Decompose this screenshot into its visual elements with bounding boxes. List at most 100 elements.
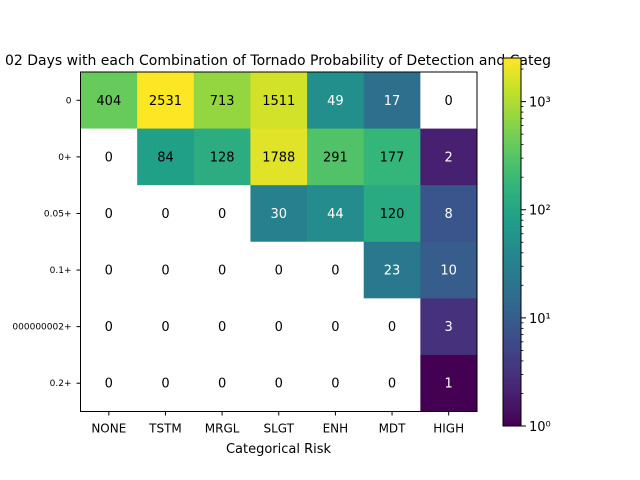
heatmap-cell bbox=[137, 354, 195, 412]
x-tick-label: TSTM bbox=[148, 422, 182, 436]
x-tick-label: SLGT bbox=[263, 422, 294, 436]
heatmap-cell bbox=[137, 298, 195, 356]
x-axis-label: Categorical Risk bbox=[226, 442, 332, 457]
heatmap-cell bbox=[250, 241, 308, 299]
cell-value-label: 10 bbox=[440, 264, 457, 279]
y-axis: 0 0+ 0.05+ 0.1+ 000000002+ 0.2+ bbox=[12, 96, 81, 389]
heatmap-cell bbox=[250, 185, 308, 243]
cell-value-label: 291 bbox=[323, 150, 348, 165]
heatmap-cell bbox=[80, 185, 138, 243]
heatmap-cell bbox=[80, 72, 138, 129]
cell-value-label: 0 bbox=[105, 207, 113, 222]
cell-value-label: 0 bbox=[218, 377, 226, 392]
heatmap-cell bbox=[80, 298, 138, 356]
heatmap-cell bbox=[307, 185, 365, 243]
cell-value-label: 3 bbox=[445, 320, 453, 335]
cell-value-label: 128 bbox=[210, 150, 235, 165]
cell-value-label: 0 bbox=[388, 377, 396, 392]
heatmap-cell bbox=[363, 128, 421, 186]
cell-value-label: 0 bbox=[105, 320, 113, 335]
heatmap-cells: 404 2531 713 1511 49 17 0 0 84 128 1788 291 177 2 0 0 0 3… bbox=[80, 72, 478, 412]
heatmap-cell bbox=[193, 128, 251, 186]
cell-value-label: 30 bbox=[270, 207, 287, 222]
heatmap-cell bbox=[193, 241, 251, 299]
heatmap-cell bbox=[420, 298, 478, 356]
cell-value-label: 0 bbox=[331, 320, 339, 335]
x-tick-label: ENH bbox=[323, 422, 349, 436]
heatmap-cell bbox=[250, 298, 308, 356]
cell-value-label: 84 bbox=[157, 150, 174, 165]
cell-value-label: 8 bbox=[445, 207, 453, 222]
cell-value-label: 0 bbox=[275, 377, 283, 392]
cell-value-label: 177 bbox=[380, 150, 405, 165]
cell-value-label: 713 bbox=[210, 94, 235, 109]
cell-value-label: 0 bbox=[218, 320, 226, 335]
y-tick-label: 0 bbox=[66, 96, 72, 106]
heatmap-cell bbox=[137, 128, 195, 186]
colorbar-tick-label: 10⁰ bbox=[529, 420, 551, 435]
colorbar-tick-label: 10³ bbox=[529, 96, 551, 111]
heatmap-cell bbox=[307, 72, 365, 129]
y-tick-label: 0.05+ bbox=[44, 209, 72, 219]
cell-value-label: 17 bbox=[384, 94, 401, 109]
heatmap-cell bbox=[420, 185, 478, 243]
cell-value-label: 404 bbox=[96, 94, 121, 109]
colorbar: 10⁰ 10¹ 10² 10³ bbox=[502, 57, 551, 435]
cell-value-label: 120 bbox=[380, 207, 405, 222]
x-tick-label: HIGH bbox=[433, 422, 464, 436]
heatmap-cell bbox=[137, 241, 195, 299]
heatmap-cell bbox=[307, 298, 365, 356]
y-tick-label: 0.1+ bbox=[50, 266, 72, 276]
heatmap-cell bbox=[363, 354, 421, 412]
cell-value-label: 0 bbox=[445, 94, 453, 109]
heatmap-cell bbox=[193, 185, 251, 243]
heatmap-cell bbox=[363, 185, 421, 243]
heatmap-cell bbox=[80, 128, 138, 186]
heatmap-cell bbox=[250, 72, 308, 129]
y-tick-label: 0+ bbox=[58, 153, 71, 163]
cell-value-label: 49 bbox=[327, 94, 344, 109]
colorbar-ticks: 10⁰ 10¹ 10² 10³ bbox=[521, 68, 551, 435]
cell-value-label: 1 bbox=[445, 377, 453, 392]
cell-value-label: 1511 bbox=[262, 94, 295, 109]
cell-value-label: 0 bbox=[275, 320, 283, 335]
heatmap-cell bbox=[193, 298, 251, 356]
colorbar-gradient bbox=[503, 58, 521, 426]
cell-value-label: 44 bbox=[327, 207, 344, 222]
colorbar-tick-label: 10² bbox=[529, 204, 551, 219]
heatmap-cell bbox=[420, 128, 478, 186]
cell-value-label: 0 bbox=[388, 320, 396, 335]
cell-value-label: 2531 bbox=[149, 94, 182, 109]
cell-value-label: 0 bbox=[161, 377, 169, 392]
cell-value-label: 0 bbox=[218, 207, 226, 222]
heatmap-cell bbox=[363, 72, 421, 129]
cell-value-label: 1788 bbox=[262, 150, 295, 165]
heatmap-cell bbox=[307, 128, 365, 186]
cell-value-label: 0 bbox=[275, 264, 283, 279]
heatmap-cell bbox=[307, 354, 365, 412]
cell-value-label: 0 bbox=[105, 264, 113, 279]
cell-value-label: 0 bbox=[161, 320, 169, 335]
x-tick-label: MRGL bbox=[205, 422, 240, 436]
heatmap-cell bbox=[193, 72, 251, 129]
cell-value-label: 0 bbox=[161, 207, 169, 222]
heatmap-cell bbox=[80, 241, 138, 299]
heatmap-cell bbox=[363, 241, 421, 299]
heatmap-cell bbox=[250, 128, 308, 186]
cell-value-label: 0 bbox=[218, 264, 226, 279]
heatmap-cell bbox=[363, 298, 421, 356]
y-tick-label: 000000002+ bbox=[12, 323, 71, 333]
colorbar-tick-label: 10¹ bbox=[529, 312, 551, 327]
heatmap-cell bbox=[420, 354, 478, 412]
y-tick-label: 0.2+ bbox=[50, 379, 72, 389]
heatmap-cell bbox=[80, 354, 138, 412]
x-axis: NONE TSTM MRGL SLGT ENH MDT HIGH bbox=[91, 411, 464, 436]
x-tick-label: NONE bbox=[91, 422, 126, 436]
cell-value-label: 23 bbox=[384, 264, 401, 279]
heatmap-cell bbox=[137, 185, 195, 243]
heatmap-cell bbox=[420, 72, 478, 129]
chart-title: 02 Days with each Combination of Tornado… bbox=[5, 53, 551, 69]
cell-value-label: 0 bbox=[105, 150, 113, 165]
cell-value-label: 0 bbox=[331, 264, 339, 279]
